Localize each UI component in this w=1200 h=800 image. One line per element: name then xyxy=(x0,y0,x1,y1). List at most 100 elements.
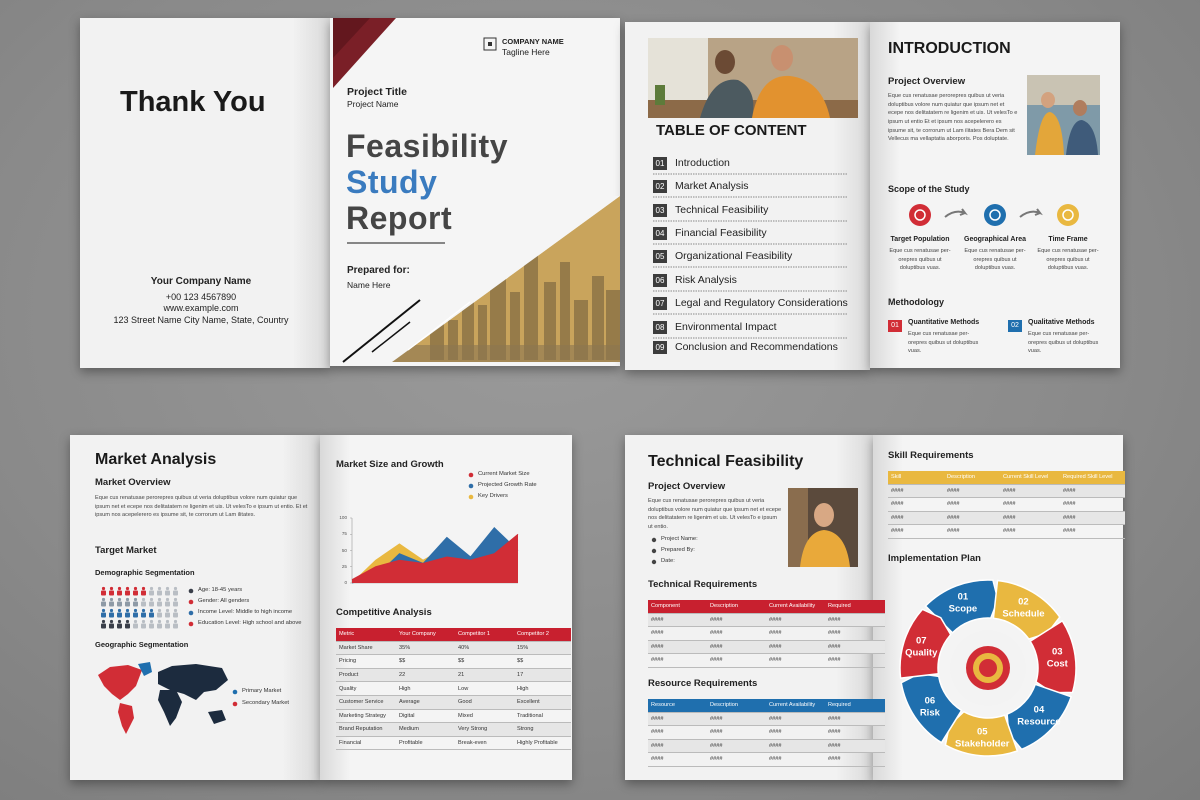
legend-label: Key Drivers xyxy=(478,493,508,499)
pictogram-head xyxy=(141,619,146,624)
map-south-america xyxy=(118,703,134,734)
pictogram-head xyxy=(109,608,114,613)
pictogram-body xyxy=(173,601,178,607)
table-cell: Very Strong xyxy=(455,722,514,737)
legend-dot xyxy=(188,599,194,605)
cycle-segment xyxy=(899,608,952,680)
legend-label: Age: 18-45 years xyxy=(198,587,243,593)
column-header: Description xyxy=(944,471,1000,485)
cover-stripe xyxy=(371,321,411,353)
toc-number: 07 xyxy=(653,297,667,310)
table-cell: #### xyxy=(707,712,766,726)
bullet xyxy=(651,537,657,543)
cover-title-line: Study xyxy=(346,164,438,200)
office-plant xyxy=(655,85,665,105)
person xyxy=(1041,92,1055,108)
table-row: #### #### #### #### xyxy=(888,484,1125,498)
table-cell: Traditional xyxy=(514,709,571,724)
project-title-label: Project Title xyxy=(347,86,407,98)
table-cell: Customer Service xyxy=(336,695,396,710)
table-cell: 40% xyxy=(455,641,514,656)
table-cell: #### xyxy=(825,725,885,740)
method-number: 01 xyxy=(888,320,902,332)
scope-label: Target Population xyxy=(890,236,950,243)
table-cell: #### xyxy=(825,626,885,641)
table-row: #### #### #### #### xyxy=(648,653,885,668)
pictogram-head xyxy=(165,608,170,613)
toc-number: 03 xyxy=(653,204,667,217)
pictogram-head xyxy=(117,586,122,591)
table-row: #### #### #### #### xyxy=(888,497,1125,512)
pictogram-head xyxy=(141,608,146,613)
table-cell: #### xyxy=(825,653,885,668)
table-cell: 22 xyxy=(396,668,455,683)
detail-label: Prepared By: xyxy=(661,547,695,553)
pictogram-head xyxy=(149,597,154,602)
data-table: Metric Your Company Competitor 1 Competitor… xyxy=(336,628,571,751)
table-cell: Break-even xyxy=(455,736,514,751)
tagline: Tagline Here xyxy=(502,47,550,57)
prepared-name: Name Here xyxy=(347,280,391,290)
toc-label: Technical Feasibility xyxy=(675,204,769,216)
contact-phone: +00 123 4567890 xyxy=(165,292,237,302)
table-row: Customer Service Average Good Excellent xyxy=(336,695,571,710)
table-cell: #### xyxy=(766,613,825,627)
pictogram-head xyxy=(141,586,146,591)
pictogram-head xyxy=(157,608,162,613)
pictogram-body xyxy=(141,612,146,618)
column-header: Component xyxy=(648,600,707,614)
area-fill xyxy=(352,534,518,583)
table-cell: #### xyxy=(1060,497,1125,512)
skyline-building xyxy=(510,292,520,360)
table-cell: Good xyxy=(455,695,514,710)
table-row: #### #### #### #### xyxy=(648,626,885,641)
table-cell: #### xyxy=(888,484,944,498)
pictogram-body xyxy=(149,601,154,607)
section-heading: Competitive Analysis xyxy=(336,607,432,618)
table-cell: #### xyxy=(707,626,766,641)
pictogram-body xyxy=(133,612,138,618)
cycle-segment xyxy=(1029,619,1077,694)
table-cell: #### xyxy=(766,653,825,668)
section-heading: Implementation Plan xyxy=(888,553,981,564)
pictogram-body xyxy=(117,590,122,596)
pictogram-head xyxy=(157,586,162,591)
table-cell: #### xyxy=(766,739,825,753)
pictogram-body xyxy=(141,601,146,607)
paragraph: Eque cus renatusae perorepres quibus ut … xyxy=(95,495,308,519)
toc-label: Market Analysis xyxy=(675,180,749,192)
skyline-building xyxy=(560,262,570,360)
toc-number: 04 xyxy=(653,227,667,240)
scope-text: Eque cus renatusae per-orepres quibus ut… xyxy=(964,248,1026,272)
table-cell: Financial xyxy=(336,736,396,751)
pictogram-head xyxy=(117,619,122,624)
skyline-building xyxy=(544,282,556,360)
section-heading: Methodology xyxy=(888,297,944,307)
logo-icon xyxy=(488,42,492,46)
pictogram-body xyxy=(125,601,130,607)
table-row: #### #### #### #### xyxy=(648,725,885,740)
pictogram-head xyxy=(133,586,138,591)
table-cell: #### xyxy=(944,484,1000,498)
data-table: Resource Description Current Availability R… xyxy=(648,699,885,767)
table-cell: #### xyxy=(766,640,825,654)
toc-number: 08 xyxy=(653,321,667,334)
pictogram-body xyxy=(117,623,122,629)
table-cell: Quality xyxy=(336,681,396,696)
table-cell: #### xyxy=(707,653,766,668)
person xyxy=(1035,112,1064,155)
table-cell: #### xyxy=(944,511,1000,525)
pictogram-head xyxy=(125,597,130,602)
step-number: 06 xyxy=(924,695,936,707)
pictogram-head xyxy=(109,597,114,602)
person xyxy=(752,75,830,118)
introduction-title: INTRODUCTION xyxy=(888,40,1011,57)
pictogram-head xyxy=(149,608,154,613)
table-cell: #### xyxy=(888,497,944,512)
step-number: 01 xyxy=(957,591,969,603)
legend-dot xyxy=(232,701,238,707)
legend-dot xyxy=(468,483,474,489)
table-row: #### #### #### #### xyxy=(648,739,885,753)
method-label: Qualitative Methods xyxy=(1028,319,1095,326)
